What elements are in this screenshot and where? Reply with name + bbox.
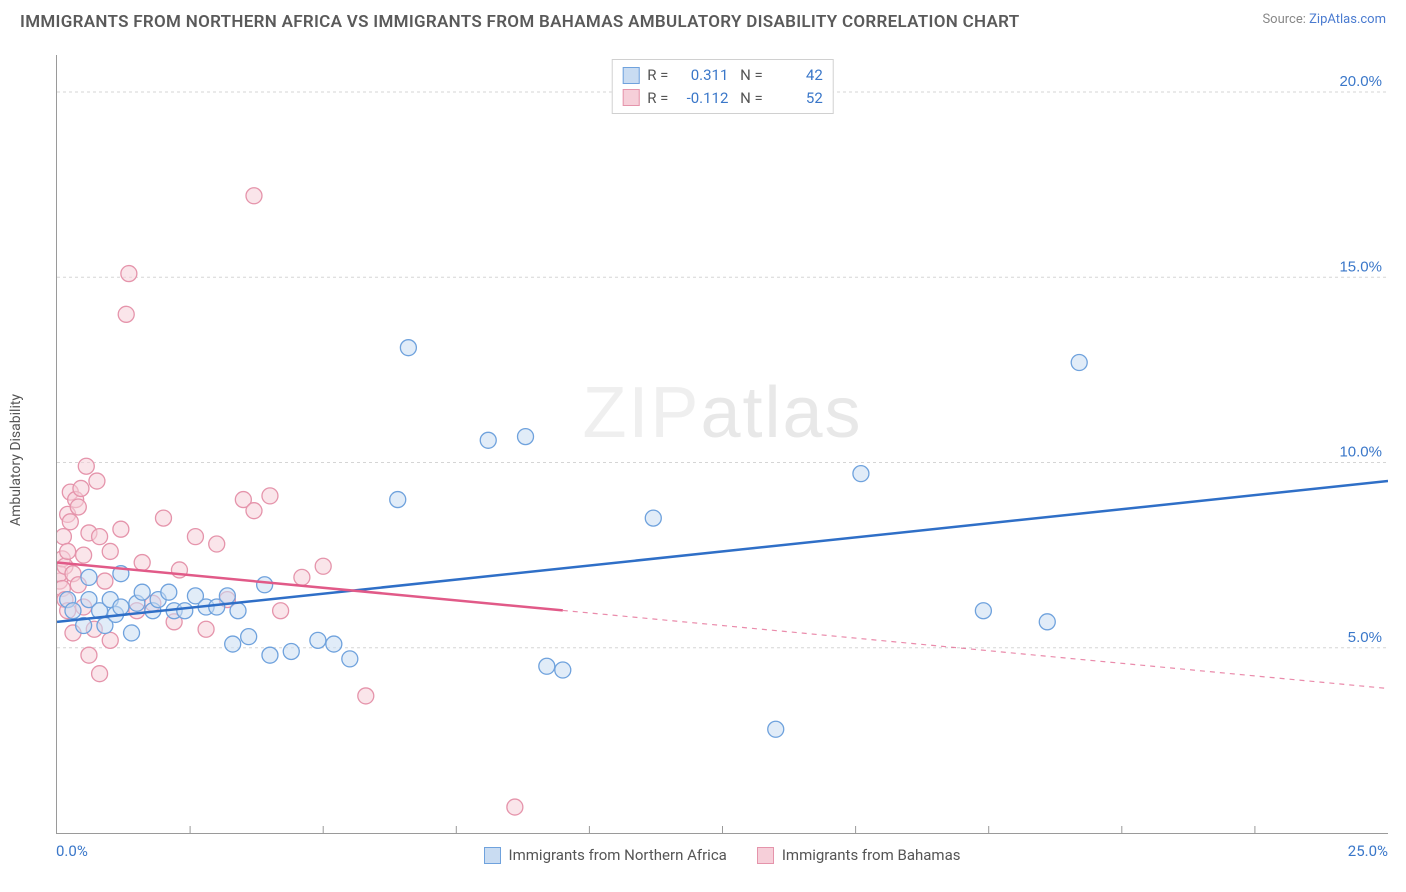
n-value-pink: 52	[771, 87, 823, 110]
legend-item-blue: Immigrants from Northern Africa	[484, 846, 727, 864]
r-value-blue: 0.311	[676, 64, 728, 87]
n-value-blue: 42	[771, 64, 823, 87]
chart-title: IMMIGRANTS FROM NORTHERN AFRICA VS IMMIG…	[20, 12, 1019, 32]
svg-text:15.0%: 15.0%	[1339, 258, 1382, 275]
legend-row-pink: R = -0.112 N = 52	[622, 87, 823, 110]
svg-text:10.0%: 10.0%	[1339, 444, 1382, 461]
correlation-legend: R = 0.311 N = 42 R = -0.112 N = 52	[611, 59, 834, 114]
legend-label-blue: Immigrants from Northern Africa	[509, 846, 727, 864]
swatch-blue-icon	[622, 67, 639, 84]
svg-text:5.0%: 5.0%	[1348, 629, 1382, 646]
swatch-pink-icon	[757, 847, 774, 864]
series-legend: Immigrants from Northern Africa Immigran…	[56, 834, 1388, 864]
swatch-blue-icon	[484, 847, 501, 864]
source-credit: Source: ZipAtlas.com	[1262, 12, 1386, 27]
plot-area: ZIPatlas 5.0%10.0%15.0%20.0% R = 0.311 N…	[56, 55, 1388, 834]
svg-text:20.0%: 20.0%	[1339, 73, 1382, 90]
r-value-pink: -0.112	[676, 87, 728, 110]
legend-label-pink: Immigrants from Bahamas	[782, 846, 961, 864]
legend-item-pink: Immigrants from Bahamas	[757, 846, 961, 864]
source-link[interactable]: ZipAtlas.com	[1309, 12, 1386, 27]
swatch-pink-icon	[622, 89, 639, 106]
scatter-chart: 5.0% 10.0% 15.0% 20.0%	[57, 55, 1388, 833]
chart-container: Ambulatory Disability ZIPatlas 5.0%10.0%…	[38, 55, 1388, 864]
legend-row-blue: R = 0.311 N = 42	[622, 64, 823, 87]
y-axis-label: Ambulatory Disability	[8, 393, 24, 525]
